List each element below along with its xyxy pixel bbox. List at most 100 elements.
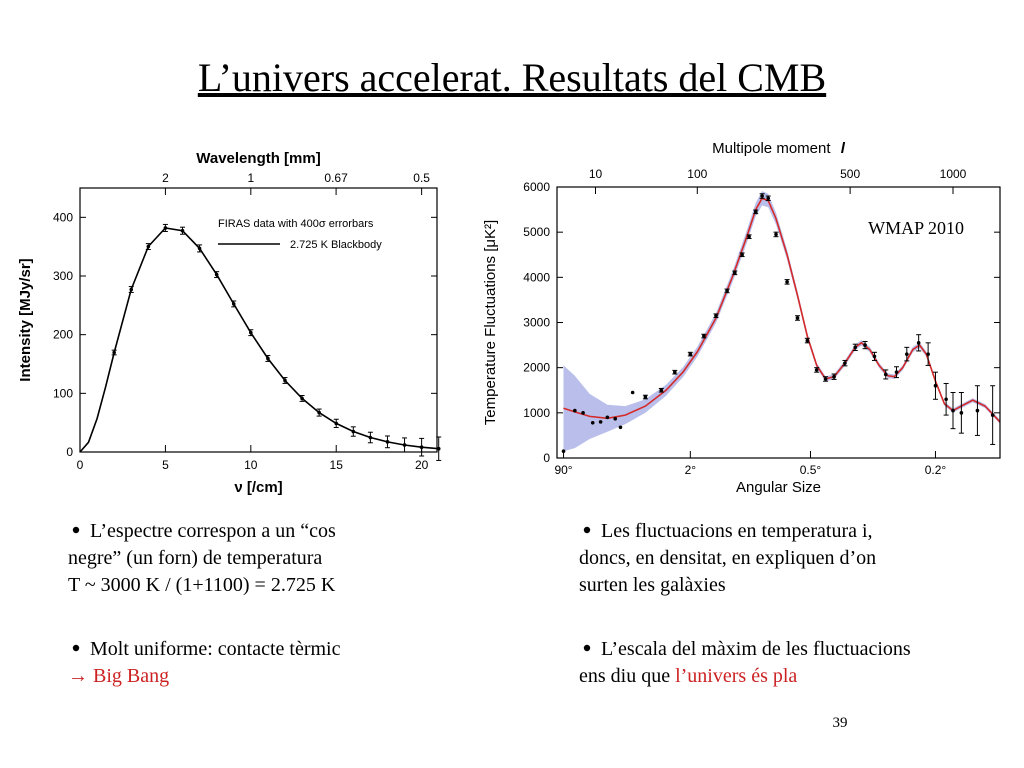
y-tick-label: 100 — [53, 386, 73, 400]
data-point — [630, 390, 635, 395]
bullet-dot — [72, 526, 80, 534]
data-point — [990, 413, 995, 417]
data-point — [975, 408, 980, 413]
data-point — [659, 388, 664, 393]
x-tick-label: 10 — [244, 458, 258, 472]
data-point — [805, 338, 810, 343]
x2-axis-label: Wavelength [mm] — [196, 150, 320, 167]
data-point — [581, 411, 585, 415]
text-run: L’espectre correspon a un “cos — [90, 520, 336, 542]
y-tick-label: 3000 — [523, 316, 550, 330]
data-point — [618, 425, 623, 430]
annotation: WMAP 2010 — [868, 218, 964, 238]
data-point — [598, 420, 603, 424]
bullet-line: Molt uniforme: contacte tèrmic — [90, 638, 341, 660]
page-number: 39 — [833, 715, 848, 731]
curve — [79, 227, 439, 453]
data-point — [774, 232, 778, 237]
data-point — [959, 411, 964, 415]
x-tick-label: 20 — [415, 458, 429, 472]
data-point — [740, 252, 744, 257]
slide-title: L’univers accelerat. Resultats del CMB — [198, 55, 826, 100]
data-point — [688, 352, 693, 356]
x-tick-label: 500 — [840, 167, 860, 181]
data-point — [785, 280, 789, 284]
y-tick-label: 0 — [66, 445, 73, 459]
x-axis-label-text: ν [/cm] — [234, 479, 282, 496]
bullet-line: doncs, en densitat, en expliquen d’on — [579, 547, 876, 569]
data-point — [753, 210, 758, 214]
data-point — [673, 370, 677, 374]
data-point — [590, 420, 595, 425]
data-point — [643, 395, 648, 399]
data-point — [747, 234, 751, 239]
data-point — [926, 352, 930, 356]
x2-tick-label: 0.5° — [800, 463, 822, 477]
x-tick-label: 10 — [589, 167, 603, 181]
y-tick-label: 5000 — [523, 225, 550, 239]
text-run: Les fluctuacions en temperatura i, — [601, 520, 873, 542]
bullet-line: T ~ 3000 K / (1+1100) = 2.725 K — [68, 574, 336, 596]
chart: 0 1000 2000 3000 4000 5000 6000 10 100 500 1000 90°… — [482, 140, 1001, 496]
x2-tick-label: 90° — [554, 463, 572, 477]
data-point — [814, 368, 819, 372]
plot-frame — [79, 187, 438, 453]
x-axis-label-text: Multipole moment — [712, 140, 831, 157]
x2-axis-label: Angular Size — [736, 479, 821, 496]
data-point — [944, 397, 948, 402]
legend-label: 2.725 K Blackbody — [290, 239, 382, 251]
bullet-line: negre” (un forn) de temperatura — [68, 547, 322, 569]
data-point — [436, 446, 441, 451]
x2-tick-label: 0.2° — [925, 463, 947, 477]
bullet-dot — [583, 526, 591, 534]
x2-tick-label: 1 — [247, 171, 254, 185]
data-point — [573, 408, 577, 413]
text-run: T ~ 3000 K / (1+1100) = 2.725 K — [68, 574, 336, 596]
text-run: ens diu que — [579, 665, 675, 687]
x-tick-label: 1000 — [940, 167, 967, 181]
bullet-dot — [583, 644, 591, 652]
bullet-line: Les fluctuacions en temperatura i, — [601, 520, 873, 542]
data-point — [605, 415, 610, 420]
text-run: surten les galàxies — [579, 574, 726, 596]
chart: 0 100 200 300 400 0 5 10 15 20 2 1 0.67 0.5 ν [/cm] Wav… — [17, 150, 442, 496]
error-band — [563, 191, 1000, 452]
text-run: doncs, en densitat, en expliquen d’on — [579, 547, 876, 569]
x2-tick-label: 0.67 — [324, 171, 348, 185]
data-point — [951, 408, 955, 413]
data-point — [916, 341, 921, 345]
y-tick-label: 0 — [543, 451, 550, 465]
data-point — [843, 361, 847, 365]
text-run: negre” (un forn) de temperatura — [68, 547, 322, 569]
text-run: L’escala del màxim de les fluctuacions — [601, 638, 911, 660]
data-point — [832, 374, 836, 379]
text-run: Molt uniforme: contacte tèrmic — [90, 638, 341, 660]
text-run: → Big Bang — [68, 665, 169, 687]
y-tick-label: 2000 — [523, 361, 550, 375]
x-axis-label: Multipole moment l — [712, 140, 846, 157]
y-tick-label: 1000 — [523, 406, 550, 420]
x-tick-label: 5 — [162, 458, 169, 472]
y-tick-label: 4000 — [523, 270, 550, 284]
bullet-line: surten les galàxies — [579, 574, 726, 596]
curve — [563, 197, 1001, 423]
data-point — [853, 345, 858, 350]
data-point — [733, 271, 737, 275]
x-axis-label: ν [/cm] — [234, 479, 282, 496]
data-point — [725, 289, 729, 293]
data-point — [760, 194, 764, 198]
data-point — [795, 316, 800, 320]
data-point — [905, 352, 909, 356]
bullet-line: L’escala del màxim de les fluctuacions — [601, 638, 911, 660]
data-point — [863, 343, 867, 347]
data-point — [714, 313, 718, 318]
x-axis-symbol: l — [841, 140, 846, 157]
data-point — [894, 370, 899, 374]
y-axis-label: Intensity [MJy/sr] — [17, 258, 34, 381]
data-point — [823, 377, 828, 381]
bullet-line: L’espectre correspon a un “cos — [90, 520, 336, 542]
y-tick-label: 200 — [53, 328, 73, 342]
x2-tick-label: 0.5 — [413, 171, 430, 185]
bullet-line: ens diu que l’univers és pla — [579, 665, 797, 687]
data-point — [872, 354, 877, 359]
